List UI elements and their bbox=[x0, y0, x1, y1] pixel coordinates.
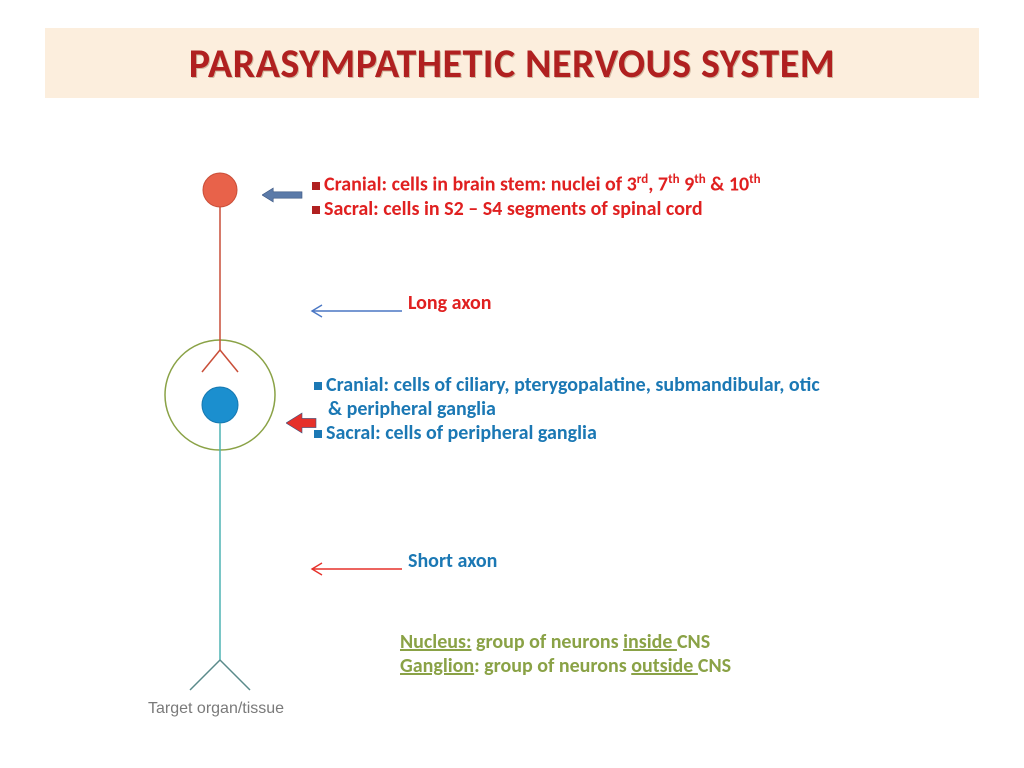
preganglionic-label: Cranial: cells in brain stem: nuclei of … bbox=[312, 172, 761, 221]
neuron-diagram bbox=[140, 160, 300, 740]
arrow-short-axon bbox=[300, 559, 410, 579]
long-axon-label: Long axon bbox=[408, 291, 492, 315]
definitions-label: Nucleus: group of neurons inside CNS Gan… bbox=[400, 630, 731, 678]
title-bar: PARASYMPATHETIC NERVOUS SYSTEM bbox=[45, 28, 979, 98]
ganglion-label: Cranial: cells of ciliary, pterygopalati… bbox=[314, 373, 820, 445]
title-text: PARASYMPATHETIC NERVOUS SYSTEM bbox=[189, 39, 835, 88]
target-organ-label: Target organ/tissue bbox=[148, 700, 284, 718]
short-axon-label: Short axon bbox=[408, 549, 497, 573]
arrow-long-axon bbox=[300, 301, 410, 321]
